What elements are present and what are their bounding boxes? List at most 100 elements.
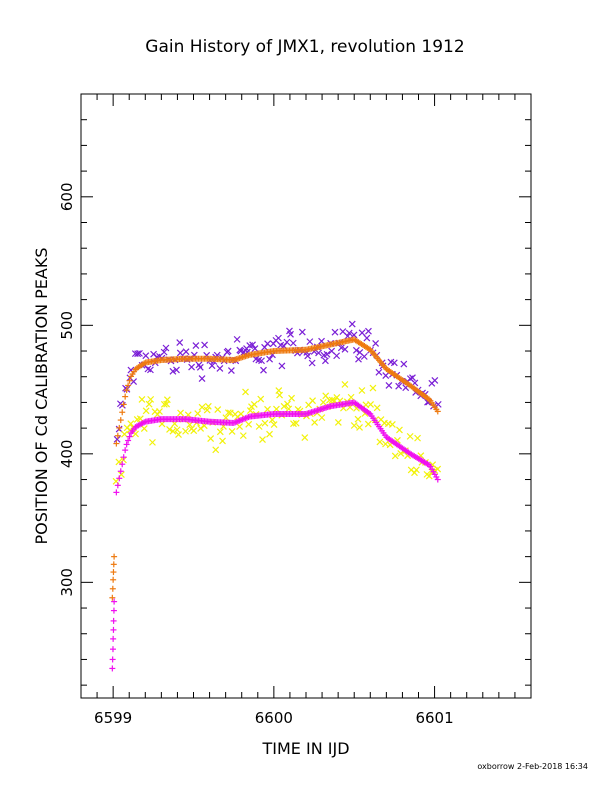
series-0-point-stroke [345, 329, 353, 337]
axis-ticks [80, 93, 532, 698]
series-2-point [203, 406, 211, 414]
series-2-point-stroke [284, 400, 291, 408]
series-0-point-stroke [176, 349, 184, 357]
series-0-point [287, 330, 294, 338]
series-2-point-stroke [434, 465, 442, 473]
series-0-point [160, 348, 168, 356]
series-0-point [400, 360, 408, 368]
series-2-point-stroke [169, 427, 177, 435]
series-0-point-stroke [409, 374, 416, 382]
series-0-point [348, 320, 356, 328]
series-2-point-stroke [412, 466, 420, 474]
series-0-point-stroke [127, 366, 135, 374]
series-0-point-stroke [142, 352, 150, 360]
series-0-point [283, 338, 291, 346]
series-2-point [236, 423, 243, 430]
series-0-point-stroke [315, 349, 322, 357]
series-0-point-stroke [352, 346, 360, 354]
series-2-point [358, 387, 366, 394]
series-4-point [111, 553, 118, 560]
series-0-point-stroke [365, 327, 372, 335]
series-0-point [264, 340, 271, 348]
series-2-point [373, 404, 381, 412]
series-0-point [227, 367, 235, 375]
series-2-point-stroke [166, 425, 173, 433]
series-0-point-stroke [277, 341, 285, 349]
series-0-point-stroke [227, 367, 235, 375]
series-0-point [372, 340, 380, 347]
series-0-point-stroke [358, 329, 366, 337]
series-0-point-stroke [201, 341, 208, 349]
series-2-point [292, 419, 300, 427]
series-0-point-stroke [176, 339, 184, 346]
series-1-point [126, 377, 133, 384]
series-0-point-stroke [130, 378, 138, 385]
series-0-point-stroke [118, 401, 126, 409]
series-2-point-stroke [175, 431, 182, 438]
series-2-point [245, 420, 253, 428]
series-2-point [406, 432, 414, 440]
series-0-point-stroke [337, 344, 345, 352]
series-2-point-stroke [126, 426, 134, 434]
series-2-point-stroke [373, 404, 381, 412]
series-0-point-stroke [298, 328, 306, 336]
series-0-point-stroke [195, 361, 203, 369]
series-0-point [337, 344, 345, 352]
series-0-point-stroke [188, 363, 196, 371]
series-2-point-stroke [358, 387, 366, 394]
series-2-point-stroke [121, 430, 128, 438]
series-3-point [434, 476, 441, 483]
series-4-point [109, 594, 116, 601]
series-0-point-stroke [233, 335, 241, 343]
series-0-point [113, 435, 121, 443]
series-2-point [160, 400, 168, 408]
series-0-point [341, 345, 349, 353]
series-0-point-stroke [134, 350, 142, 358]
series-2-point-stroke [270, 421, 278, 428]
series-0-point-stroke [278, 362, 286, 370]
series-2-point-stroke [158, 420, 166, 428]
series-0-point-stroke [348, 320, 356, 328]
series-2-point [367, 401, 374, 408]
series-3-point [116, 475, 123, 482]
series-0-point [355, 355, 362, 363]
series-2-point [219, 437, 226, 445]
series-0-point [249, 341, 257, 349]
series-2-point-stroke [177, 409, 184, 417]
series-0-point-stroke [355, 355, 362, 363]
series-0-point-stroke [400, 360, 408, 368]
series-0-point-stroke [286, 327, 293, 335]
series-0-point-stroke [173, 366, 180, 374]
series-3-point [117, 468, 124, 475]
series-2-point [207, 435, 215, 442]
series-2-point [285, 405, 293, 413]
series-0-point-stroke [196, 363, 204, 371]
series-2-point [255, 423, 263, 430]
series-0-point [233, 335, 241, 343]
series-0-point-stroke [144, 365, 152, 373]
series-2-point [261, 419, 269, 427]
series-0-point [208, 362, 216, 370]
series-2-point-stroke [224, 409, 232, 417]
series-0-point [176, 349, 184, 357]
series-2-point [266, 430, 273, 438]
series-2-point [270, 421, 278, 428]
series-3-point [123, 441, 130, 448]
series-2-point-stroke [203, 406, 211, 414]
series-5-point [110, 635, 117, 642]
series-0-point-stroke [287, 330, 294, 338]
series-2-point [190, 427, 198, 435]
series-2-point [334, 418, 342, 426]
series-0-point-stroke [136, 349, 143, 357]
series-5-point [109, 646, 116, 653]
series-2-point [224, 409, 232, 417]
series-2-point-stroke [354, 415, 362, 423]
series-0-point-stroke [306, 338, 314, 346]
series-5-point [109, 656, 116, 663]
series-2-point-stroke [364, 420, 372, 428]
series-2-point-stroke [376, 438, 384, 446]
series-2-point [198, 403, 206, 411]
series-2-point-stroke [330, 397, 338, 405]
series-2-point-stroke [216, 428, 224, 436]
series-2-point-stroke [261, 419, 269, 427]
